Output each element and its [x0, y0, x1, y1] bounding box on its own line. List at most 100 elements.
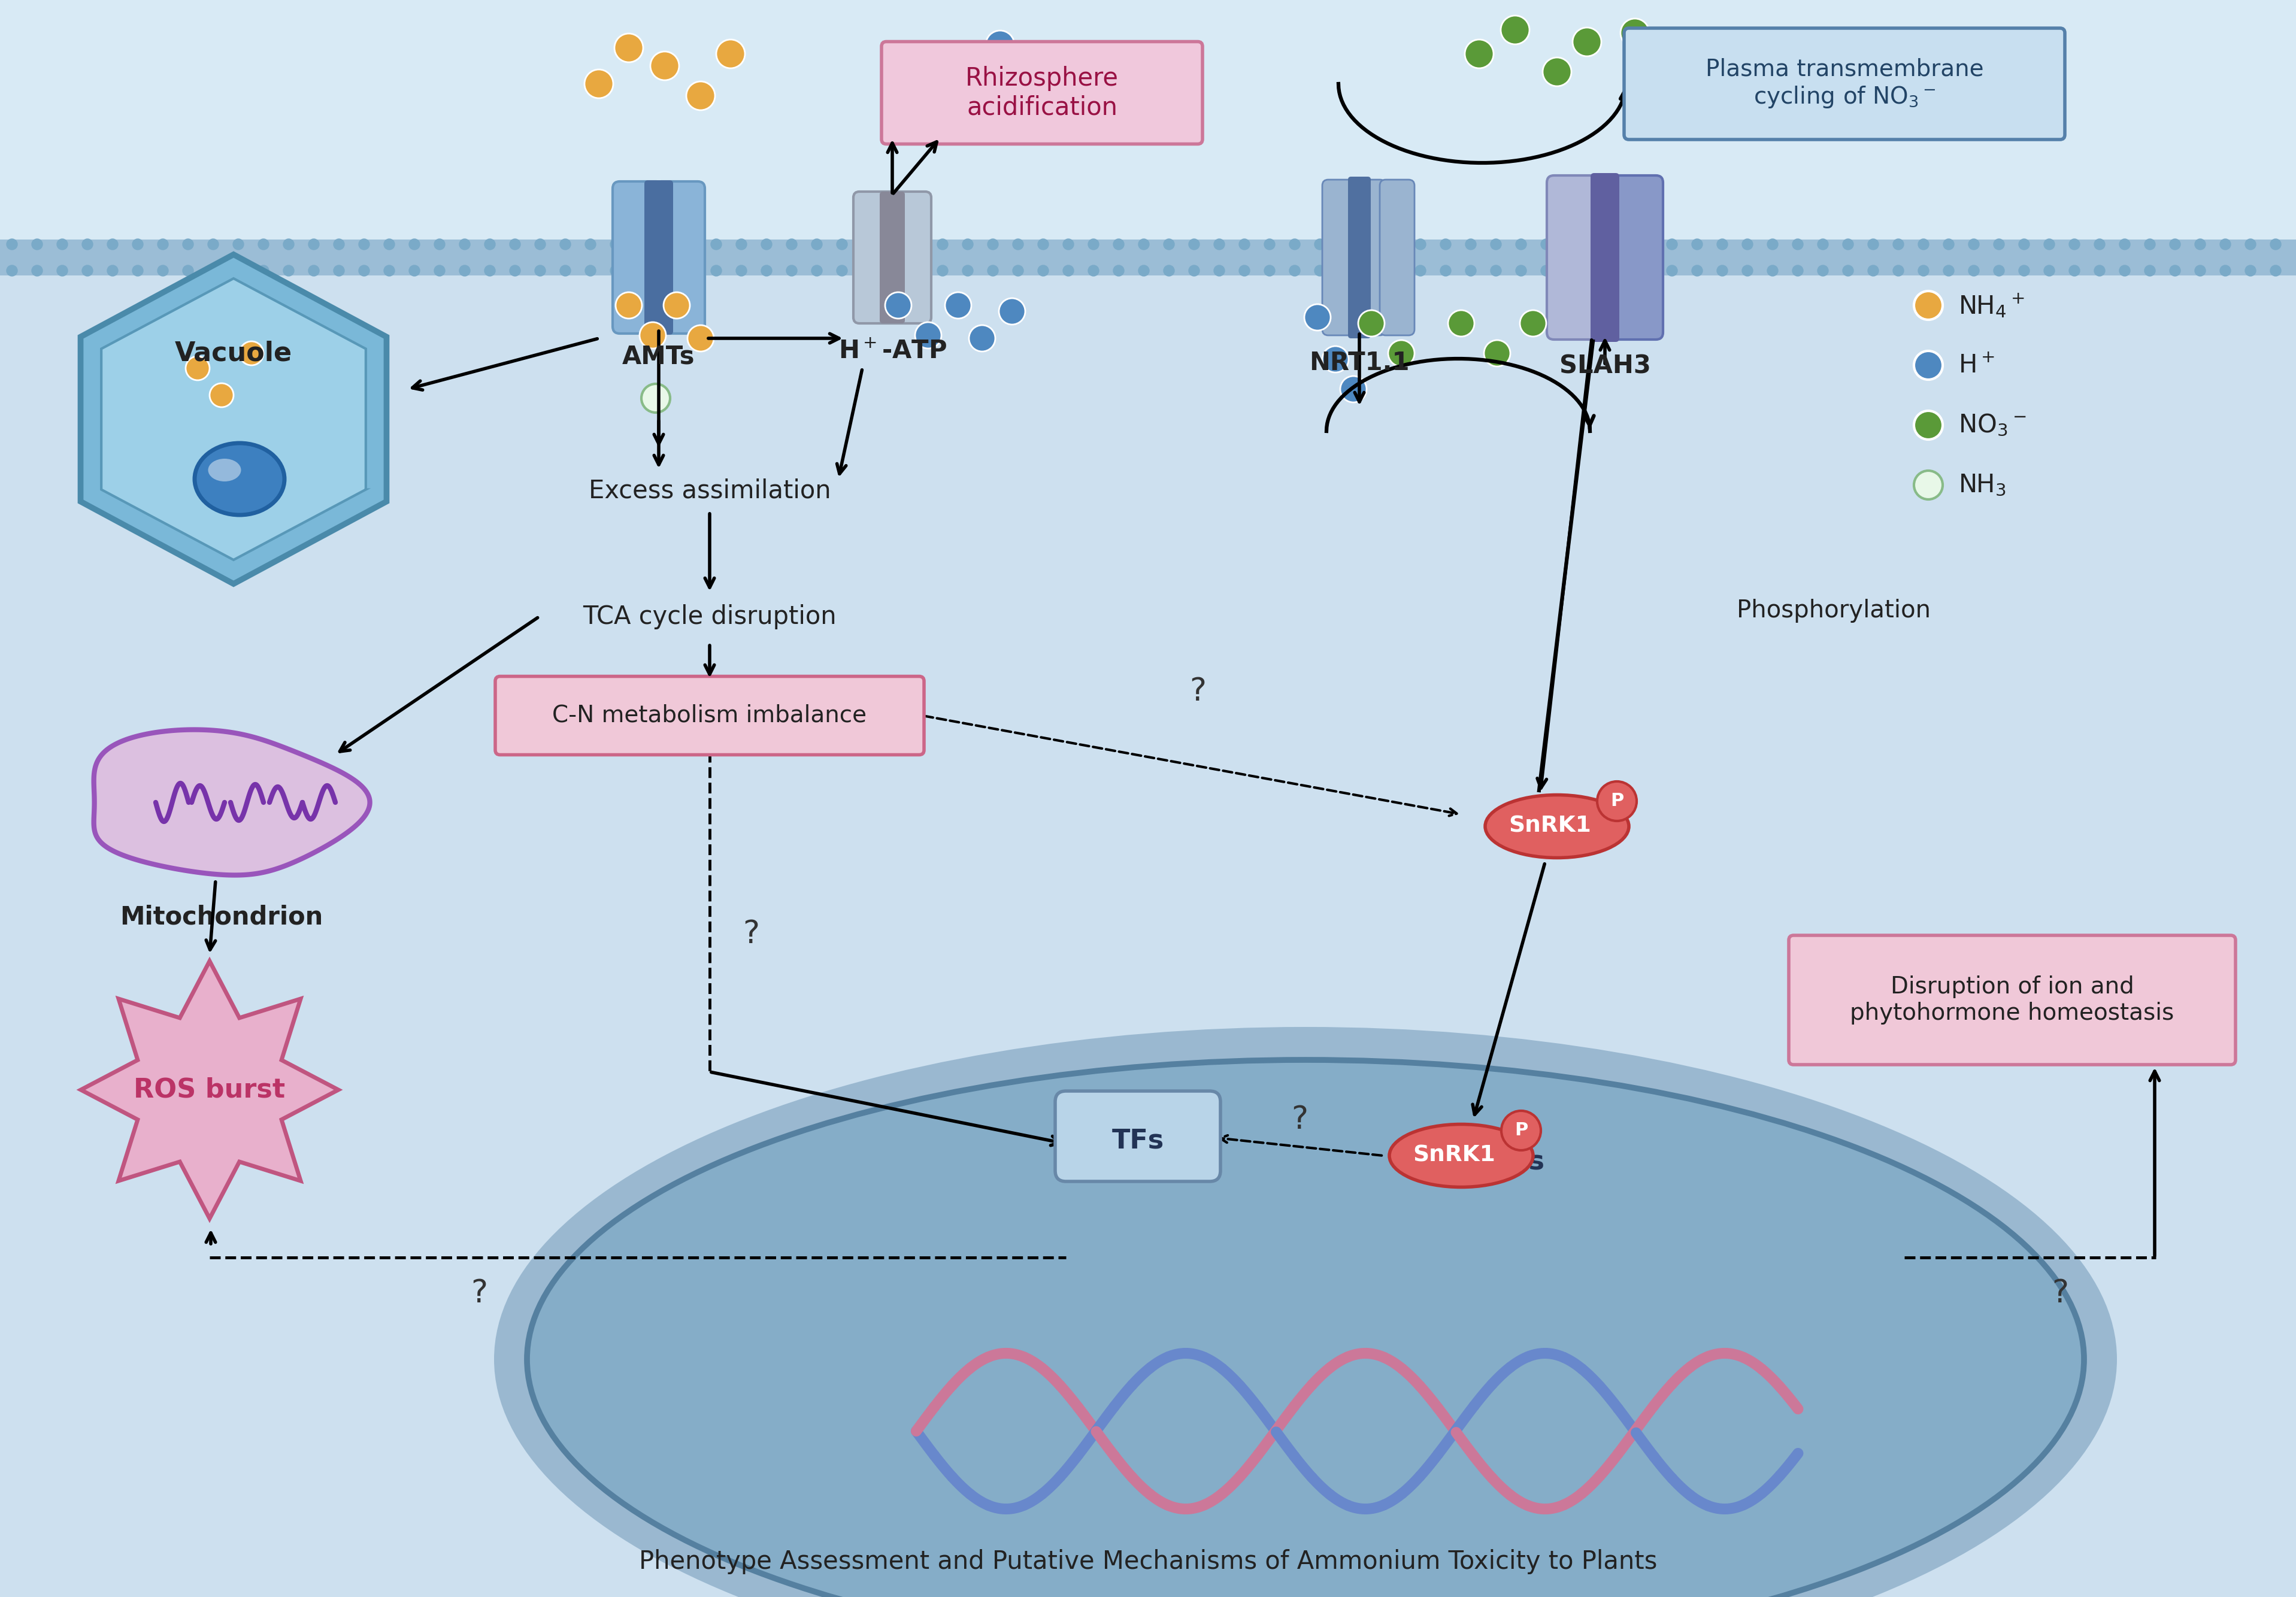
Text: Excess assimilation: Excess assimilation	[588, 479, 831, 503]
Circle shape	[1616, 240, 1628, 249]
Circle shape	[1869, 265, 1878, 276]
Circle shape	[1515, 265, 1527, 276]
Circle shape	[1667, 240, 1678, 249]
Circle shape	[83, 265, 92, 276]
Circle shape	[57, 265, 67, 276]
Circle shape	[1339, 265, 1350, 276]
Circle shape	[969, 326, 994, 351]
Circle shape	[1869, 240, 1878, 249]
Text: H$^+$-ATP: H$^+$-ATP	[838, 339, 946, 364]
Circle shape	[1566, 265, 1577, 276]
Circle shape	[1892, 265, 1903, 276]
FancyBboxPatch shape	[1591, 172, 1619, 342]
Circle shape	[687, 265, 696, 276]
Circle shape	[7, 240, 18, 249]
Circle shape	[1892, 240, 1903, 249]
Circle shape	[308, 265, 319, 276]
Circle shape	[434, 265, 445, 276]
Circle shape	[1598, 781, 1637, 821]
Circle shape	[459, 240, 471, 249]
Circle shape	[737, 240, 746, 249]
Polygon shape	[101, 278, 365, 561]
Circle shape	[209, 265, 218, 276]
Circle shape	[2271, 240, 2280, 249]
Circle shape	[2220, 240, 2232, 249]
Circle shape	[687, 81, 714, 110]
FancyBboxPatch shape	[1056, 1091, 1221, 1182]
Text: NO$_3$$^-$: NO$_3$$^-$	[1958, 412, 2025, 438]
Circle shape	[383, 240, 395, 249]
Circle shape	[1621, 19, 1649, 48]
Circle shape	[1058, 85, 1086, 113]
FancyBboxPatch shape	[1548, 176, 1623, 340]
FancyBboxPatch shape	[613, 182, 664, 334]
Ellipse shape	[528, 1060, 2085, 1597]
Circle shape	[1290, 265, 1300, 276]
Circle shape	[2195, 265, 2206, 276]
Circle shape	[585, 265, 597, 276]
Circle shape	[510, 265, 521, 276]
Circle shape	[2245, 240, 2257, 249]
Circle shape	[2094, 265, 2105, 276]
Circle shape	[383, 265, 395, 276]
Circle shape	[712, 240, 721, 249]
Text: SnRK1: SnRK1	[1412, 1145, 1495, 1166]
Circle shape	[108, 265, 117, 276]
Circle shape	[1022, 57, 1049, 86]
Circle shape	[32, 265, 44, 276]
Circle shape	[1915, 291, 1942, 319]
FancyBboxPatch shape	[879, 192, 905, 323]
Circle shape	[1502, 1112, 1541, 1150]
Circle shape	[409, 265, 420, 276]
Circle shape	[1915, 471, 1942, 500]
Circle shape	[1793, 265, 1802, 276]
Circle shape	[2144, 265, 2156, 276]
Circle shape	[1440, 265, 1451, 276]
FancyBboxPatch shape	[1350, 179, 1387, 335]
Circle shape	[535, 265, 546, 276]
Circle shape	[2094, 240, 2105, 249]
Circle shape	[2195, 240, 2206, 249]
Circle shape	[762, 240, 771, 249]
Circle shape	[1013, 240, 1024, 249]
Circle shape	[1164, 240, 1173, 249]
Circle shape	[615, 292, 643, 318]
Circle shape	[1465, 240, 1476, 249]
Circle shape	[937, 265, 948, 276]
Circle shape	[1440, 240, 1451, 249]
Ellipse shape	[494, 1027, 2117, 1597]
Circle shape	[1515, 240, 1527, 249]
Circle shape	[1844, 265, 1853, 276]
Circle shape	[158, 240, 168, 249]
Circle shape	[2018, 240, 2030, 249]
Circle shape	[1088, 240, 1100, 249]
Circle shape	[1768, 265, 1777, 276]
Circle shape	[962, 240, 974, 249]
Circle shape	[2220, 265, 2232, 276]
Text: ?: ?	[742, 918, 760, 950]
Circle shape	[239, 342, 264, 366]
Circle shape	[861, 265, 872, 276]
Circle shape	[1359, 310, 1384, 337]
Ellipse shape	[1486, 795, 1628, 858]
Circle shape	[1591, 265, 1603, 276]
FancyBboxPatch shape	[496, 677, 923, 755]
Circle shape	[785, 265, 797, 276]
Circle shape	[484, 240, 496, 249]
Circle shape	[434, 240, 445, 249]
Circle shape	[1063, 265, 1075, 276]
Circle shape	[1364, 265, 1375, 276]
Circle shape	[1543, 57, 1570, 86]
Circle shape	[687, 240, 696, 249]
Circle shape	[1414, 240, 1426, 249]
Circle shape	[257, 265, 269, 276]
Text: NH$_4$$^+$: NH$_4$$^+$	[1958, 292, 2025, 319]
Circle shape	[1240, 240, 1249, 249]
Circle shape	[585, 69, 613, 97]
Circle shape	[535, 240, 546, 249]
Text: ?: ?	[471, 1278, 487, 1310]
Circle shape	[1013, 265, 1024, 276]
Circle shape	[510, 240, 521, 249]
Circle shape	[861, 240, 872, 249]
Circle shape	[1290, 240, 1300, 249]
